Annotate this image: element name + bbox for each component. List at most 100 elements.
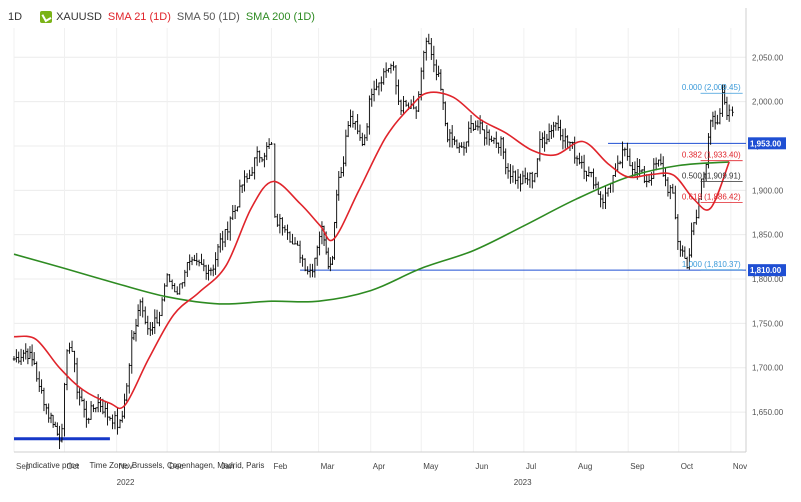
price-bar (372, 80, 376, 102)
price-bar (248, 169, 251, 180)
price-bar (669, 185, 672, 200)
price-bar (499, 136, 503, 156)
fib-level-label: 0.000 (2,009.45) (682, 83, 741, 92)
price-bar (446, 122, 449, 143)
price-bar (278, 213, 282, 234)
price-bar (116, 407, 119, 435)
price-bar (58, 425, 61, 450)
price-bar (664, 167, 667, 187)
price-bar (524, 167, 527, 184)
price-bar (78, 386, 81, 406)
price-bar (229, 216, 232, 241)
price-bar (190, 256, 194, 266)
price-bar (200, 253, 203, 265)
sma200-legend[interactable]: SMA 200 (1D) (245, 11, 315, 23)
price-bar (394, 65, 398, 95)
price-bar (163, 283, 166, 302)
price-bar (188, 254, 191, 271)
price-bar (674, 185, 677, 220)
price-bar (212, 264, 215, 277)
price-bar (647, 175, 651, 184)
price-bar (121, 410, 124, 423)
price-bar (358, 124, 362, 141)
price-bar (214, 252, 217, 275)
y-tick-label: 2,050.00 (752, 53, 784, 62)
price-bar (316, 245, 319, 266)
price-bar (397, 79, 400, 105)
price-bar (204, 264, 208, 280)
price-bar (216, 243, 220, 267)
price-bar (32, 352, 36, 365)
timeframe-label[interactable]: 1D (8, 11, 23, 23)
price-bar (721, 84, 724, 117)
price-bar (68, 342, 71, 354)
price-bar (339, 167, 343, 178)
price-bar (160, 297, 164, 317)
price-bar (504, 148, 507, 175)
price-bar (476, 120, 480, 131)
price-bar (209, 267, 213, 276)
price-bar (384, 62, 388, 78)
price-bar (82, 398, 86, 418)
price-bar (176, 286, 179, 295)
price-bar (56, 422, 59, 436)
price-bar (49, 412, 53, 424)
price-bar (536, 158, 539, 178)
price-bar (270, 141, 273, 145)
x-tick-label: Dec (169, 462, 183, 471)
sma21-legend[interactable]: SMA 21 (1D) (107, 11, 171, 23)
chart-legend: 1D XAUUSD SMA 21 (1D) SMA 50 (1D) SMA 20… (0, 8, 321, 26)
price-bar (640, 169, 644, 173)
price-bar (453, 136, 456, 146)
price-bar (589, 171, 593, 178)
price-bar (231, 205, 234, 221)
price-bar (604, 185, 607, 210)
price-bar (301, 254, 304, 267)
price-bar (331, 255, 334, 265)
price-bar (616, 155, 619, 171)
price-badge (748, 137, 786, 150)
price-bar (575, 155, 579, 166)
price-bar (125, 383, 128, 402)
price-bar (462, 141, 466, 156)
price-bar (533, 172, 537, 183)
price-bar (173, 283, 176, 293)
price-bar (389, 63, 393, 74)
price-bar (141, 297, 144, 318)
price-bar (399, 99, 403, 116)
price-bar (547, 123, 551, 142)
y-tick-label: 1,750.00 (752, 319, 784, 328)
y-tick-label: 1,850.00 (752, 231, 784, 240)
price-bar (236, 206, 239, 212)
price-bar (139, 299, 142, 317)
price-bar (92, 404, 95, 413)
price-bar (243, 170, 246, 192)
x-tick-label: Apr (373, 462, 386, 471)
price-bar (94, 407, 97, 413)
price-badge-label: 1,810.00 (750, 266, 782, 275)
price-bar (559, 119, 562, 141)
price-bar (311, 263, 314, 278)
price-bar (439, 69, 443, 91)
price-bar (130, 330, 133, 374)
price-bar (255, 146, 259, 167)
price-bar (578, 152, 581, 165)
price-bar (45, 403, 48, 415)
price-bar (474, 120, 477, 130)
sma50-legend[interactable]: SMA 50 (1D) (176, 11, 240, 23)
price-bar (250, 166, 254, 177)
price-bar (679, 240, 682, 257)
price-bar (402, 95, 405, 116)
price-bar (291, 233, 294, 245)
price-bar (128, 363, 131, 394)
symbol-label[interactable]: XAUUSD (56, 11, 102, 23)
price-bar (288, 231, 292, 243)
symbol-check-icon[interactable] (40, 11, 53, 23)
price-bar (599, 191, 602, 208)
year-label: 2023 (514, 478, 532, 487)
price-bar (346, 121, 350, 138)
price-bar (582, 154, 586, 180)
price-bar (253, 157, 256, 180)
price-bar (47, 403, 50, 423)
